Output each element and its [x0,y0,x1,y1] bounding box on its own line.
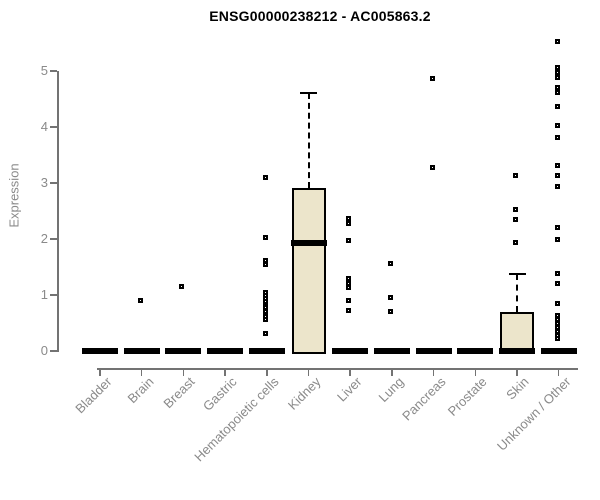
outlier-point [513,240,518,246]
outlier-point [554,301,560,307]
y-tick-label: 3 [40,175,48,190]
outlier-point [513,173,518,179]
x-tick [474,368,477,376]
chart-title: ENSG00000238212 - AC005863.2 [209,8,431,24]
outlier-point [513,207,518,213]
outlier-point [554,224,560,230]
y-tick [50,126,57,128]
outlier-point [429,165,435,171]
y-axis-line [57,71,59,352]
outlier-point [262,234,268,240]
y-tick [50,294,57,296]
outlier-point [387,260,393,266]
outlier-point [346,221,352,227]
outlier-point [554,69,560,75]
median-bar [499,348,535,354]
whisker-line [516,273,518,312]
median-bar [415,348,452,354]
y-tick [50,70,57,72]
outlier-point [262,174,268,180]
outlier-point [554,84,560,90]
outlier-point [554,236,560,242]
whisker-line [307,92,310,189]
median-bar [540,348,577,354]
x-tick [182,368,185,376]
outlier-point [554,271,560,277]
outlier-point [179,284,185,290]
x-tick [557,368,560,376]
box [500,311,534,354]
outlier-point [137,298,143,304]
y-tick [50,238,57,240]
outlier-point [346,275,352,281]
outlier-point [554,103,560,109]
x-tick [140,368,143,376]
outlier-point [346,307,352,313]
y-tick-label: 5 [40,63,48,78]
outlier-point [262,262,268,268]
median-bar [290,239,327,246]
outlier-point [554,123,560,129]
y-tick-label: 4 [40,119,48,134]
x-tick [391,368,393,376]
outlier-point [346,285,352,291]
outlier-point [554,163,560,169]
y-tick-label: 1 [40,287,48,302]
outlier-point [554,90,560,96]
outlier-point [346,280,352,286]
median-bar [207,348,244,354]
outlier-point [346,216,352,222]
x-axis-line [97,368,578,370]
y-tick-label: 0 [40,343,48,358]
median-bar [332,348,369,354]
outlier-point [554,64,560,70]
whisker-cap [508,272,526,275]
whisker-cap [300,91,317,94]
y-tick [50,182,57,184]
outlier-point [554,134,560,140]
median-bar [457,348,494,354]
outlier-point [554,184,560,190]
x-tick [516,368,518,376]
y-axis-label: Expression [6,163,22,228]
median-bar [373,348,410,354]
y-tick-label: 2 [40,231,48,246]
outlier-point [554,74,560,80]
outlier-point [554,39,560,45]
x-tick [432,368,435,376]
median-bar [165,348,202,354]
outlier-point [429,76,435,82]
median-bar [248,348,285,354]
x-tick [266,368,268,376]
outlier-point [554,173,560,179]
outlier-point [262,330,268,336]
outlier-point [346,237,352,243]
outlier-point [387,309,393,315]
outlier-point [554,335,560,341]
median-bar [123,348,160,354]
median-bar [82,348,118,354]
x-tick [99,368,101,376]
outlier-point [387,295,393,301]
outlier-point [513,216,518,222]
x-tick [307,368,310,376]
outlier-point [554,281,560,287]
outlier-point [262,257,268,263]
outlier-point [346,297,352,303]
y-tick [50,350,57,352]
x-tick [349,368,351,376]
outlier-point [262,317,268,323]
x-tick [224,368,226,376]
box [291,188,326,354]
